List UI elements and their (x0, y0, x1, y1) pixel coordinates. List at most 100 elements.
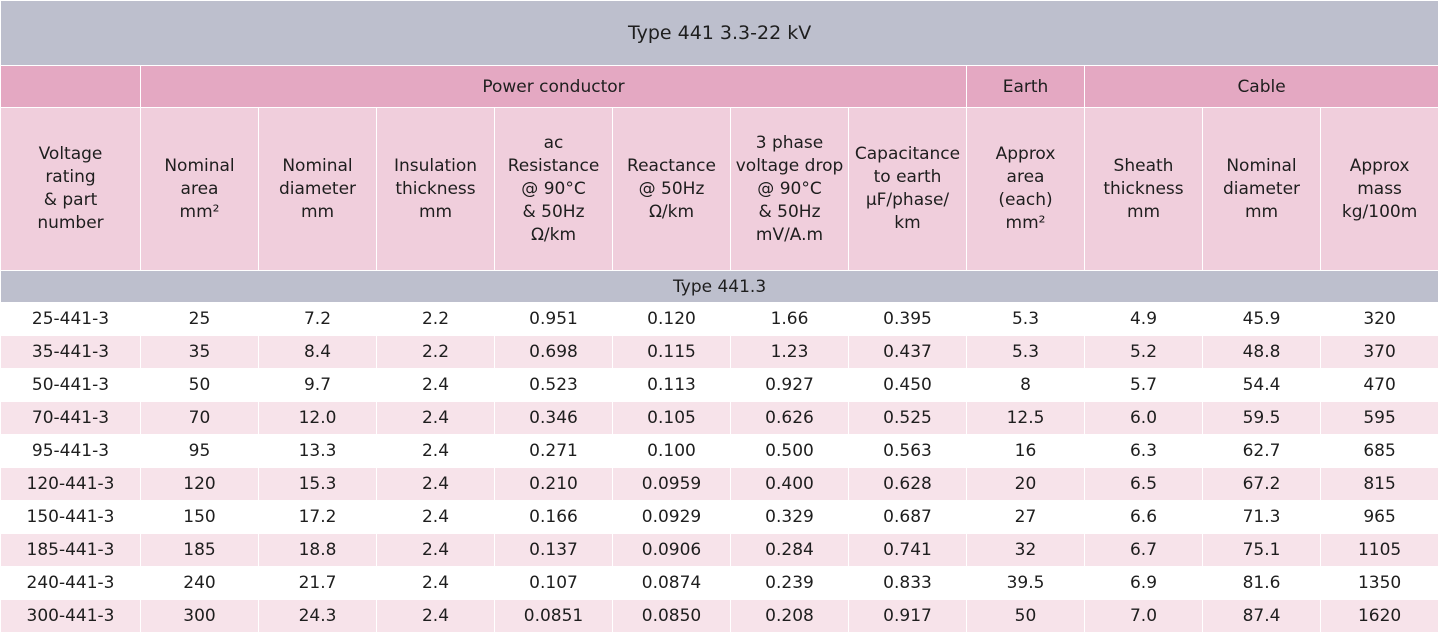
col-reactance-cell: 0.105 (612, 401, 731, 435)
table-row: 150-441-3 150 17.2 2.4 0.166 0.0929 0.329 0.687… (0, 500, 1440, 534)
col-ac-resistance-header: ac Resistance @ 90°C & 50Hz Ω/km (494, 107, 613, 271)
col-nominal-area-cell: 35 (140, 335, 259, 369)
col-reactance-cell: 0.120 (612, 302, 731, 336)
col-voltage-rating-cell: 95-441-3 (0, 434, 141, 468)
col-approx-mass-cell: 1350 (1319, 566, 1440, 600)
col-voltage-rating-cell: 185-441-3 (0, 533, 141, 567)
col-cable-diameter-cell: 67.2 (1202, 467, 1321, 501)
col-cable-diameter-cell: 62.7 (1202, 434, 1321, 468)
col-earth-area-cell: 32 (966, 533, 1085, 567)
col-sheath-thickness-cell: 4.9 (1084, 302, 1203, 336)
col-voltage-drop-cell: 1.23 (730, 335, 849, 369)
col-voltage-drop-cell: 0.208 (730, 599, 849, 633)
col-nominal-area-cell: 25 (140, 302, 259, 336)
col-reactance-header: Reactance @ 50Hz Ω/km (612, 107, 731, 271)
col-cable-diameter-cell: 87.4 (1202, 599, 1321, 633)
col-insulation-thickness-header: Insulation thickness mm (376, 107, 495, 271)
col-reactance-cell: 0.0874 (612, 566, 731, 600)
col-cable-diameter-cell: 48.8 (1202, 335, 1321, 369)
table-row: 70-441-3 70 12.0 2.4 0.346 0.105 0.626 0.525 12.… (0, 401, 1440, 435)
col-nominal-area-cell: 240 (140, 566, 259, 600)
column-header-label: Capacitance to earth μF/phase/ km (854, 144, 961, 233)
col-insulation-thickness-cell: 2.2 (376, 302, 495, 336)
col-reactance-cell: 0.115 (612, 335, 731, 369)
col-insulation-thickness-cell: 2.4 (376, 368, 495, 402)
col-voltage-drop-cell: 0.239 (730, 566, 849, 600)
table-row: 95-441-3 95 13.3 2.4 0.271 0.100 0.500 0.563 16 6… (0, 434, 1440, 468)
group-header-cable: Cable (1083, 65, 1440, 108)
col-sheath-thickness-cell: 6.9 (1084, 566, 1203, 600)
col-approx-mass-cell: 320 (1319, 302, 1440, 336)
col-insulation-thickness-cell: 2.4 (376, 401, 495, 435)
column-header-label: ac Resistance @ 90°C & 50Hz Ω/km (507, 132, 600, 245)
col-earth-area-cell: 8 (966, 368, 1085, 402)
col-voltage-rating-cell: 25-441-3 (0, 302, 141, 336)
section-header: Type 441.3 (0, 270, 1440, 303)
col-sheath-thickness-cell: 6.5 (1084, 467, 1203, 501)
col-voltage-drop-cell: 0.400 (730, 467, 849, 501)
col-sheath-thickness-cell: 6.7 (1084, 533, 1203, 567)
col-approx-mass-cell: 685 (1319, 434, 1440, 468)
col-insulation-thickness-cell: 2.4 (376, 599, 495, 633)
col-voltage-rating-header: Voltage rating & part number (0, 107, 141, 271)
group-header-blank (0, 65, 141, 108)
column-header-label: Nominal diameter mm (278, 155, 357, 222)
col-cable-diameter-cell: 81.6 (1202, 566, 1321, 600)
column-header-label: Approx mass kg/100m (1341, 155, 1418, 222)
table-row: 120-441-3 120 15.3 2.4 0.210 0.0959 0.400 0.628… (0, 467, 1440, 501)
col-voltage-rating-cell: 50-441-3 (0, 368, 141, 402)
column-header-label: Insulation thickness mm (393, 155, 478, 222)
col-reactance-cell: 0.0850 (612, 599, 731, 633)
col-earth-area-cell: 5.3 (966, 302, 1085, 336)
col-conductor-diameter-header: Nominal diameter mm (258, 107, 377, 271)
col-earth-area-cell: 20 (966, 467, 1085, 501)
col-insulation-thickness-cell: 2.4 (376, 467, 495, 501)
col-earth-area-cell: 12.5 (966, 401, 1085, 435)
col-ac-resistance-cell: 0.166 (494, 500, 613, 534)
col-voltage-drop-cell: 0.500 (730, 434, 849, 468)
col-approx-mass-header: Approx mass kg/100m (1319, 107, 1440, 271)
col-ac-resistance-cell: 0.137 (494, 533, 613, 567)
col-cable-diameter-cell: 59.5 (1202, 401, 1321, 435)
col-cable-diameter-cell: 75.1 (1202, 533, 1321, 567)
table-row: 35-441-3 35 8.4 2.2 0.698 0.115 1.23 0.437 5.3 5.… (0, 335, 1440, 369)
col-capacitance-header: Capacitance to earth μF/phase/ km (848, 107, 967, 271)
col-sheath-thickness-cell: 7.0 (1084, 599, 1203, 633)
table-row: 185-441-3 185 18.8 2.4 0.137 0.0906 0.284 0.741… (0, 533, 1440, 567)
col-approx-mass-cell: 965 (1319, 500, 1440, 534)
col-approx-mass-cell: 815 (1319, 467, 1440, 501)
col-nominal-area-cell: 150 (140, 500, 259, 534)
col-conductor-diameter-cell: 17.2 (258, 500, 377, 534)
column-header-label: Nominal diameter mm (1222, 155, 1301, 222)
table-row: 240-441-3 240 21.7 2.4 0.107 0.0874 0.239 0.833… (0, 566, 1440, 600)
col-insulation-thickness-cell: 2.4 (376, 434, 495, 468)
col-capacitance-cell: 0.450 (848, 368, 967, 402)
column-header-label: Nominal area mm² (164, 155, 235, 222)
col-reactance-cell: 0.113 (612, 368, 731, 402)
col-insulation-thickness-cell: 2.4 (376, 566, 495, 600)
col-capacitance-cell: 0.563 (848, 434, 967, 468)
column-header-label: Sheath thickness mm (1103, 155, 1184, 222)
col-voltage-drop-cell: 0.284 (730, 533, 849, 567)
col-voltage-rating-cell: 150-441-3 (0, 500, 141, 534)
col-nominal-area-cell: 70 (140, 401, 259, 435)
col-sheath-thickness-cell: 6.6 (1084, 500, 1203, 534)
col-reactance-cell: 0.0959 (612, 467, 731, 501)
col-voltage-rating-cell: 300-441-3 (0, 599, 141, 633)
col-reactance-cell: 0.0929 (612, 500, 731, 534)
table-row: 25-441-3 25 7.2 2.2 0.951 0.120 1.66 0.395 5.3 4.… (0, 302, 1440, 336)
col-ac-resistance-cell: 0.0851 (494, 599, 613, 633)
column-header-label: Reactance @ 50Hz Ω/km (627, 155, 716, 222)
col-conductor-diameter-cell: 15.3 (258, 467, 377, 501)
col-capacitance-cell: 0.833 (848, 566, 967, 600)
column-header-label: 3 phase voltage drop @ 90°C & 50Hz mV/A.… (735, 132, 844, 245)
col-capacitance-cell: 0.525 (848, 401, 967, 435)
col-insulation-thickness-cell: 2.4 (376, 533, 495, 567)
col-conductor-diameter-cell: 24.3 (258, 599, 377, 633)
col-insulation-thickness-cell: 2.2 (376, 335, 495, 369)
col-approx-mass-cell: 370 (1319, 335, 1440, 369)
col-sheath-thickness-header: Sheath thickness mm (1084, 107, 1203, 271)
col-nominal-area-cell: 185 (140, 533, 259, 567)
col-nominal-area-cell: 300 (140, 599, 259, 633)
